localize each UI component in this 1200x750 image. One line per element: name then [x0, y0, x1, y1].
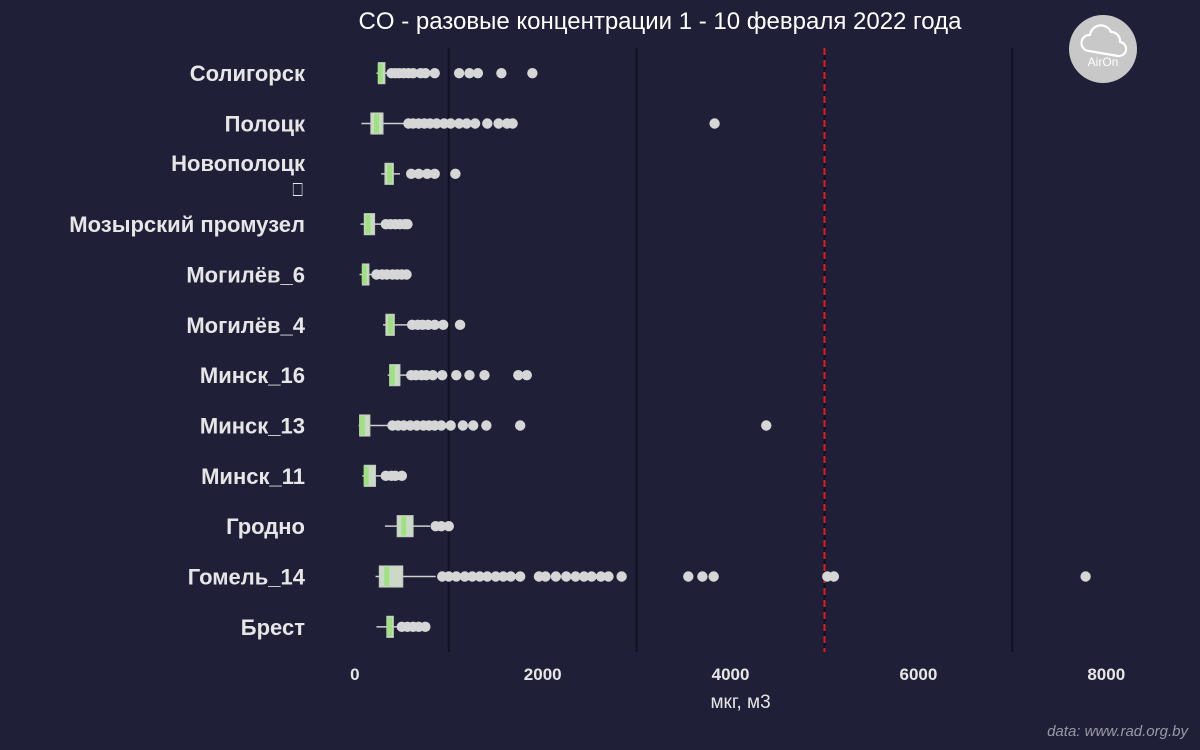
- outlier-point: [451, 369, 462, 381]
- x-tick-label: 8000: [1087, 665, 1125, 684]
- category-label: Гродно: [226, 514, 305, 539]
- outlier-point: [429, 319, 440, 331]
- x-axis-label: мкг, м3: [710, 692, 770, 713]
- outlier-point: [479, 369, 490, 381]
- outlier-point: [437, 369, 448, 381]
- outlier-point: [420, 621, 431, 633]
- category-sublabel: ⎕: [292, 180, 303, 200]
- outlier-point: [427, 369, 439, 381]
- outlier-point: [445, 420, 456, 431]
- category-label: Минск_11: [201, 464, 305, 489]
- outlier-point: [436, 520, 447, 532]
- outlier-point: [436, 420, 447, 431]
- category-label: Мозырский промузел: [69, 212, 305, 237]
- category-label: Полоцк: [225, 112, 306, 137]
- outlier-point: [603, 571, 614, 582]
- x-tick-label: 4000: [712, 665, 750, 684]
- outlier-point: [595, 571, 607, 582]
- x-tick-label: 6000: [899, 665, 937, 684]
- category-label: Гомель_14: [188, 565, 306, 590]
- outlier-point: [683, 571, 694, 582]
- outlier-point: [468, 420, 479, 431]
- airon-logo: AirOn: [1069, 15, 1137, 83]
- outlier-point: [406, 168, 417, 180]
- x-tick-label: 0: [350, 665, 359, 684]
- outlier-point: [401, 269, 412, 280]
- outlier-point: [828, 571, 840, 582]
- outlier-point: [514, 420, 526, 431]
- outlier-point: [496, 67, 507, 79]
- x-tick-label: 2000: [524, 665, 562, 684]
- outlier-point: [521, 369, 532, 381]
- outlier-point: [709, 118, 720, 129]
- outlier-point: [481, 420, 492, 431]
- outlier-point: [507, 118, 518, 129]
- category-label: Могилёв_4: [186, 313, 305, 338]
- outlier-point: [431, 118, 442, 129]
- outlier-point: [445, 118, 456, 129]
- source-note: data: www.rad.org.by: [1047, 723, 1188, 740]
- outlier-point: [420, 67, 431, 79]
- category-label: Минск_16: [200, 363, 305, 388]
- outlier-point: [578, 571, 590, 582]
- outlier-point: [586, 571, 597, 582]
- outlier-point: [461, 118, 472, 129]
- outlier-point: [429, 67, 440, 79]
- outlier-point: [708, 571, 719, 582]
- outlier-point: [513, 369, 524, 381]
- outlier-point: [421, 168, 433, 180]
- category-label: Минск_13: [200, 414, 305, 439]
- outlier-point: [505, 571, 516, 582]
- outlier-point: [437, 319, 449, 331]
- category-label: Солигорск: [190, 61, 306, 86]
- outlier-point: [482, 571, 493, 582]
- outlier-point: [616, 571, 627, 582]
- outlier-point: [514, 571, 526, 582]
- outlier-point: [469, 118, 481, 129]
- outlier-point: [453, 118, 465, 129]
- outlier-point: [413, 168, 424, 180]
- category-label: Брест: [241, 615, 305, 640]
- outlier-point: [450, 168, 461, 180]
- outlier-point: [540, 571, 551, 582]
- chart-title: CO - разовые концентрации 1 - 10 февраля…: [358, 8, 962, 35]
- outlier-point: [474, 571, 485, 582]
- box: [378, 565, 404, 588]
- outlier-point: [457, 420, 469, 431]
- outlier-point: [550, 571, 562, 582]
- logo-label: AirOn: [1087, 55, 1119, 69]
- outlier-point: [527, 67, 538, 79]
- outlier-point: [443, 520, 454, 532]
- outlier-point: [454, 319, 466, 331]
- outlier-point: [493, 118, 504, 129]
- outlier-point: [467, 571, 478, 582]
- outlier-point: [498, 571, 509, 582]
- category-label: Могилёв_6: [186, 263, 305, 288]
- outlier-point: [407, 67, 419, 79]
- outlier-point: [761, 420, 772, 431]
- outlier-point: [451, 571, 462, 582]
- outlier-point: [396, 470, 408, 482]
- outlier-point: [697, 571, 708, 582]
- outlier-point: [464, 67, 475, 79]
- outlier-point: [459, 571, 470, 582]
- outlier-point: [443, 571, 454, 582]
- outlier-point: [570, 571, 581, 582]
- outlier-point: [402, 218, 413, 230]
- outlier-point: [560, 571, 572, 582]
- outlier-point: [490, 571, 501, 582]
- outlier-point: [429, 168, 440, 180]
- cloud-icon: [1080, 24, 1128, 58]
- outlier-point: [1080, 571, 1091, 582]
- outlier-point: [482, 118, 493, 129]
- outlier-point: [472, 67, 484, 79]
- outlier-point: [464, 369, 475, 381]
- category-label: Новополоцк: [171, 151, 306, 176]
- outlier-point: [453, 67, 465, 79]
